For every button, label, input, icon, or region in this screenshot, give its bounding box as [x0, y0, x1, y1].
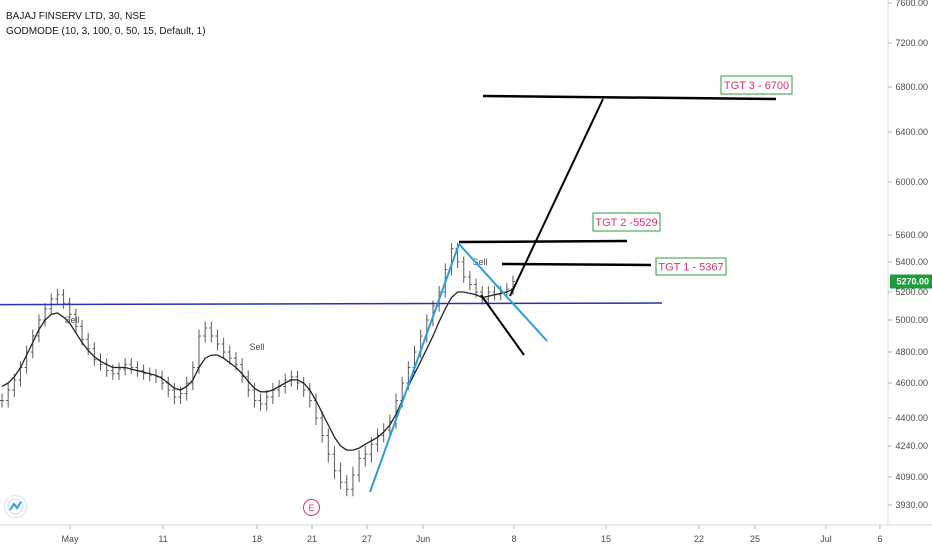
time-tick-label: 18: [252, 534, 262, 544]
time-tick-label: 15: [601, 534, 611, 544]
target-label-box: [655, 257, 727, 276]
target-2-line: [458, 239, 628, 244]
time-tick-label: Jul: [820, 534, 832, 544]
price-tick-label: 5600.00: [895, 230, 928, 240]
time-tick-label: 27: [362, 534, 372, 544]
flag-lower-line: [480, 294, 525, 356]
indicator-title: GODMODE (10, 3, 100, 0, 50, 15, Default,…: [6, 26, 206, 37]
price-tick-label: 4240.00: [895, 441, 928, 451]
price-tick-label: 3930.00: [895, 500, 928, 510]
price-tick-label: 4090.00: [895, 472, 928, 482]
time-tick-label: May: [61, 534, 79, 544]
time-tick-label: 6: [877, 534, 882, 544]
time-tick-label: Jun: [416, 534, 431, 544]
price-tick-label: 6400.00: [895, 127, 928, 137]
price-tick-label: 4400.00: [895, 413, 928, 423]
tradingview-cloud-icon[interactable]: [5, 496, 26, 517]
moving-average-line: [1, 288, 514, 451]
target-label-text: TGT 3 - 6700: [724, 80, 789, 92]
target-label-text: TGT 1 - 5367: [658, 262, 723, 274]
price-tick-label: 5400.00: [895, 257, 928, 267]
support-line: [0, 302, 663, 306]
price-tick-label: 5200.00: [895, 287, 928, 297]
projection-line: [509, 98, 604, 297]
price-tick-label: 7200.00: [895, 38, 928, 48]
time-tick-label: 25: [750, 534, 760, 544]
target-label-box: [720, 75, 793, 95]
logo-glyph: [7, 498, 24, 515]
time-tick-label: 21: [307, 534, 317, 544]
price-tick-label: 7600.00: [895, 0, 928, 8]
price-tick-label: 6800.00: [895, 82, 928, 92]
price-tick-label: 4800.00: [895, 347, 928, 357]
price-tick-label: 4600.00: [895, 378, 928, 388]
current-price-tag: [890, 274, 932, 289]
price-tick-label: 6000.00: [895, 177, 928, 187]
target-1-line: [501, 262, 652, 267]
sell-signal-label: Sell: [249, 342, 264, 352]
time-tick-label: 8: [511, 534, 516, 544]
target-label-box: [592, 212, 661, 232]
earnings-event-marker[interactable]: E: [303, 499, 320, 516]
time-tick-label: 11: [158, 534, 167, 544]
flag-upper-line: [458, 243, 548, 342]
current-price-label: 5270.00: [896, 277, 929, 287]
target-label-text: TGT 2 -5529: [595, 217, 657, 229]
sell-signal-label: Sell: [472, 257, 487, 267]
uptrend-channel-line: [369, 243, 460, 493]
symbol-title: BAJAJ FINSERV LTD, 30, NSE: [6, 11, 146, 22]
target-3-line: [482, 94, 777, 101]
time-tick-label: 22: [694, 534, 704, 544]
sell-signal-label: Sell: [64, 315, 79, 325]
price-tick-label: 5000.00: [895, 315, 928, 325]
chart-legend: BAJAJ FINSERV LTD, 30, NSE GODMODE (10, …: [6, 9, 206, 39]
